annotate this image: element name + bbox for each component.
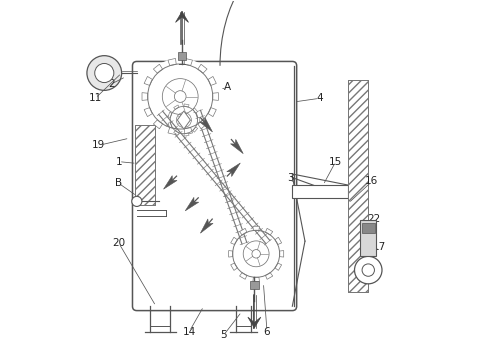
Polygon shape: [253, 277, 260, 281]
Polygon shape: [185, 197, 199, 211]
Polygon shape: [275, 237, 281, 245]
Polygon shape: [168, 123, 172, 128]
Circle shape: [132, 196, 142, 207]
Bar: [135, 126, 155, 205]
Circle shape: [362, 264, 375, 276]
Polygon shape: [265, 273, 273, 279]
Polygon shape: [174, 131, 179, 135]
Polygon shape: [231, 263, 237, 270]
Bar: [348, 80, 368, 292]
Text: 2: 2: [108, 79, 115, 89]
Text: 5: 5: [220, 330, 227, 340]
Circle shape: [228, 226, 284, 282]
Polygon shape: [230, 139, 243, 154]
Text: 20: 20: [112, 238, 125, 248]
Polygon shape: [184, 133, 189, 136]
Polygon shape: [200, 118, 212, 132]
Text: 6: 6: [263, 327, 270, 337]
Polygon shape: [253, 226, 260, 231]
Text: B: B: [115, 178, 122, 188]
Polygon shape: [174, 105, 179, 109]
Text: 19: 19: [92, 140, 106, 150]
Polygon shape: [153, 64, 163, 73]
Polygon shape: [240, 273, 247, 279]
Bar: [362, 223, 375, 233]
Polygon shape: [168, 58, 176, 66]
Polygon shape: [168, 127, 176, 135]
Polygon shape: [197, 118, 200, 123]
Polygon shape: [193, 127, 198, 132]
Circle shape: [87, 56, 122, 90]
Text: 11: 11: [89, 93, 102, 103]
Polygon shape: [198, 120, 207, 129]
Polygon shape: [184, 58, 192, 66]
Text: 3: 3: [287, 173, 294, 183]
Text: A: A: [224, 82, 231, 93]
Text: 1: 1: [115, 156, 122, 167]
Polygon shape: [175, 12, 188, 23]
Polygon shape: [200, 219, 213, 233]
Text: 22: 22: [367, 215, 380, 224]
Polygon shape: [184, 127, 192, 135]
Polygon shape: [153, 120, 163, 129]
Polygon shape: [265, 228, 273, 235]
Polygon shape: [142, 93, 148, 101]
Text: 4: 4: [316, 93, 323, 103]
Text: 14: 14: [183, 327, 196, 337]
Text: 15: 15: [329, 156, 342, 167]
Polygon shape: [208, 77, 216, 85]
Polygon shape: [144, 77, 152, 85]
Text: 16: 16: [365, 176, 378, 187]
Bar: [178, 52, 187, 60]
Polygon shape: [144, 107, 152, 117]
Polygon shape: [198, 64, 207, 73]
Polygon shape: [177, 111, 190, 129]
Polygon shape: [231, 237, 237, 245]
Polygon shape: [227, 163, 240, 176]
Text: 17: 17: [373, 242, 386, 252]
Polygon shape: [228, 250, 233, 257]
Polygon shape: [193, 108, 198, 113]
Polygon shape: [280, 250, 284, 257]
Circle shape: [95, 64, 114, 82]
Polygon shape: [164, 176, 177, 189]
Polygon shape: [184, 104, 189, 107]
Polygon shape: [213, 93, 219, 101]
Bar: [292, 185, 348, 198]
Polygon shape: [240, 228, 247, 235]
Bar: [250, 281, 259, 289]
Polygon shape: [275, 263, 281, 270]
FancyBboxPatch shape: [132, 61, 297, 311]
Bar: [135, 126, 155, 205]
Polygon shape: [168, 112, 172, 117]
Polygon shape: [248, 317, 261, 328]
Bar: [360, 220, 376, 256]
Bar: [348, 80, 368, 292]
Polygon shape: [208, 107, 216, 117]
Circle shape: [168, 104, 200, 136]
Circle shape: [142, 58, 219, 135]
Circle shape: [355, 256, 382, 284]
